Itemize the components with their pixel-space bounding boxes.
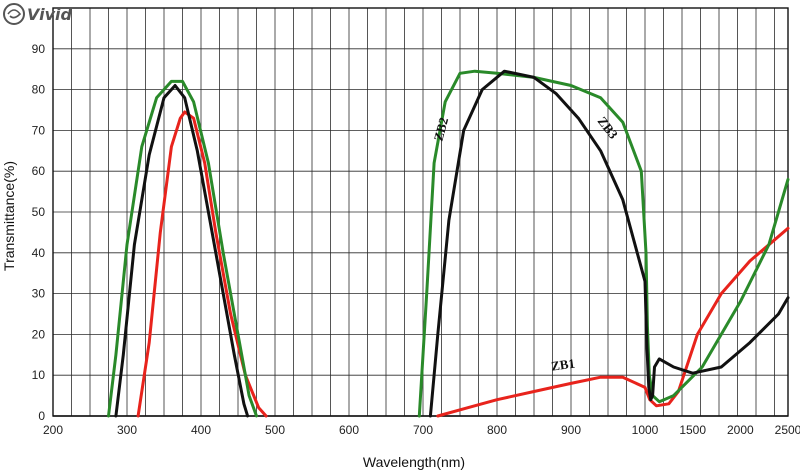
x-tick-label: 500 xyxy=(265,423,285,437)
series-line-zb1 xyxy=(136,110,268,418)
series-line-zb2 xyxy=(107,79,258,418)
y-tick-label: 40 xyxy=(32,246,46,260)
series-lines xyxy=(107,69,790,418)
x-tick-label: 200 xyxy=(43,423,63,437)
y-tick-label: 70 xyxy=(32,123,46,137)
vivid-logo: Vivid xyxy=(3,3,73,25)
x-tick-label: 2000 xyxy=(727,423,754,437)
y-tick-label: 50 xyxy=(32,205,46,219)
series-line-zb2 xyxy=(417,69,790,418)
x-tick-label: 1500 xyxy=(679,423,706,437)
x-tick-label: 800 xyxy=(487,423,507,437)
x-tick-label: 400 xyxy=(191,423,211,437)
curve-label-zb2: ZB2 xyxy=(431,116,452,143)
y-tick-label: 30 xyxy=(32,287,46,301)
y-tick-label: 90 xyxy=(32,42,46,56)
logo-swirl-icon xyxy=(3,3,25,25)
curve-label-zb1: ZB1 xyxy=(550,356,576,374)
y-tick-label: 0 xyxy=(38,409,45,423)
y-tick-label: 10 xyxy=(32,368,46,382)
logo-swirl-inner-icon xyxy=(7,9,22,19)
x-tick-label: 700 xyxy=(413,423,433,437)
x-tick-label: 600 xyxy=(339,423,359,437)
logo-text: Vivid xyxy=(27,5,73,24)
y-axis-label: Transmittance(%) xyxy=(1,161,17,271)
x-tick-label: 900 xyxy=(561,423,581,437)
x-tick-label: 2500 xyxy=(775,423,800,437)
series-line-zb1 xyxy=(436,226,790,418)
series-line-zb3 xyxy=(114,84,250,418)
y-tick-label: 80 xyxy=(32,83,46,97)
y-tick-label: 60 xyxy=(32,164,46,178)
series-line-zb3 xyxy=(428,69,790,418)
x-tick-label: 1000 xyxy=(632,423,659,437)
tick-labels: 0 10 20 30 40 50 60 70 80 90 200 300 400 500 600 700 800… xyxy=(32,42,800,437)
x-tick-label: 300 xyxy=(117,423,137,437)
x-axis-label: Wavelength(nm) xyxy=(363,454,465,470)
y-tick-label: 20 xyxy=(32,327,46,341)
